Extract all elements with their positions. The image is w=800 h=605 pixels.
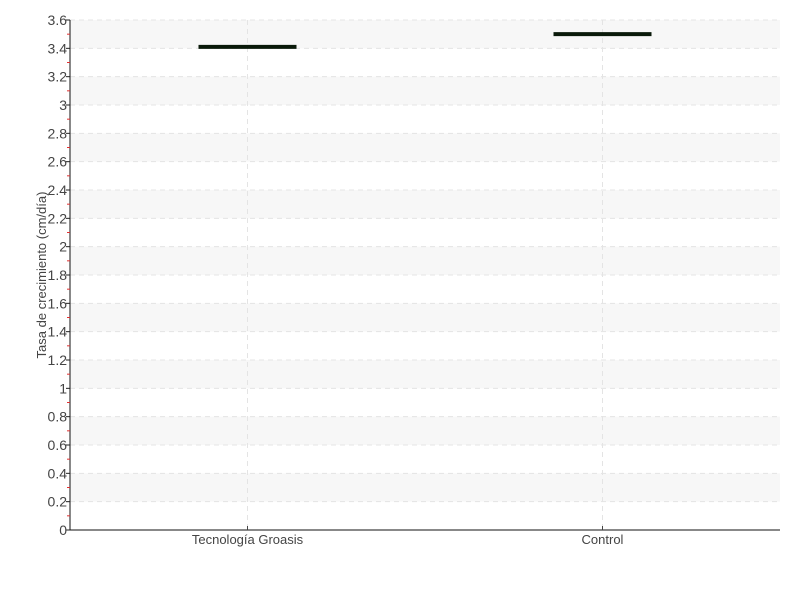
x-axis-ticks: Tecnología Groasis Control xyxy=(192,526,624,547)
grid-band xyxy=(70,416,780,445)
y-tick-label: 2.8 xyxy=(48,125,68,141)
y-tick-label: 2 xyxy=(59,239,67,255)
grid-lines xyxy=(70,19,780,530)
y-tick-label: 1.6 xyxy=(48,295,68,311)
grid-band xyxy=(70,133,780,162)
y-tick-label: 1.2 xyxy=(48,352,68,368)
y-tick-label: 1 xyxy=(59,380,67,396)
y-tick-label: 3.4 xyxy=(48,40,68,56)
y-tick-label: 3.6 xyxy=(48,12,68,28)
grid-band xyxy=(70,76,780,105)
y-tick-label: 2.6 xyxy=(48,154,68,170)
grid-band xyxy=(70,246,780,275)
y-axis-label: Tasa de crecimiento (cm/día) xyxy=(34,192,49,359)
grid-band xyxy=(70,190,780,219)
y-tick-label: 0.2 xyxy=(48,494,68,510)
y-tick-label: 2.2 xyxy=(48,210,68,226)
y-tick-label: 0 xyxy=(59,522,67,538)
y-tick-label: 0.6 xyxy=(48,437,68,453)
x-tick-label: Control xyxy=(582,532,624,547)
y-tick-label: 3.2 xyxy=(48,69,68,85)
y-tick-label: 1.4 xyxy=(48,324,68,340)
grid-band xyxy=(70,473,780,502)
y-axis-ticks: 0 0.2 0.4 0.6 0.8 1 1.2 1.4 1.6 1.8 2 2.2 2.4 2.6 2.8 3… xyxy=(48,12,70,538)
y-tick-label: 0.8 xyxy=(48,409,68,425)
y-tick-label: 0.4 xyxy=(48,465,68,481)
y-tick-label: 1.8 xyxy=(48,267,68,283)
grid-band xyxy=(70,303,780,332)
background-bands xyxy=(70,20,780,502)
data-marks xyxy=(198,32,652,49)
y-tick-label: 3 xyxy=(59,97,67,113)
x-tick-label: Tecnología Groasis xyxy=(192,532,304,547)
grid-band xyxy=(70,360,780,389)
grid-band xyxy=(70,20,780,49)
y-tick-label: 2.4 xyxy=(48,182,68,198)
